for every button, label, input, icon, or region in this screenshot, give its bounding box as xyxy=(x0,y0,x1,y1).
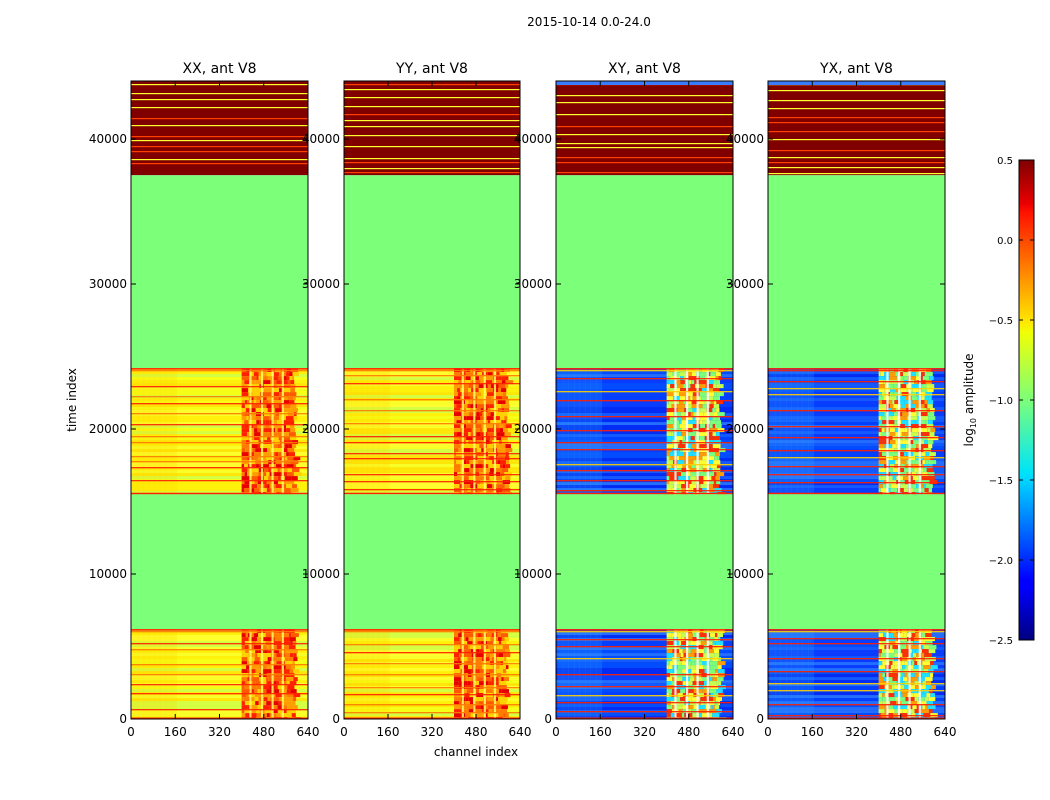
panel-2: XY, ant V8 0 160 320 480 640 0 10000 20000 30000 4… xyxy=(514,61,745,739)
colorbar-label: log10 amplitude xyxy=(962,354,978,447)
heatmap-image xyxy=(344,81,520,719)
heatmap-image xyxy=(768,81,945,719)
x-tick-label: 160 xyxy=(164,725,187,739)
x-tick-label: 320 xyxy=(208,725,231,739)
y-tick-label: 20000 xyxy=(302,422,340,436)
x-tick-label: 480 xyxy=(889,725,912,739)
panel-title: YX, ant V8 xyxy=(819,61,893,77)
x-tick-label: 160 xyxy=(377,725,400,739)
heatmap-image xyxy=(556,81,733,719)
x-tick-label: 480 xyxy=(677,725,700,739)
y-axis-label: time index xyxy=(65,368,79,432)
y-tick-label: 40000 xyxy=(514,132,552,146)
colorbar-tick-label: −1.5 xyxy=(989,476,1013,487)
x-tick-label: 480 xyxy=(465,725,488,739)
x-tick-label: 0 xyxy=(764,725,772,739)
x-tick-label: 320 xyxy=(845,725,868,739)
x-axis-label: channel index xyxy=(434,745,518,759)
colorbar-tick-label: −2.0 xyxy=(989,556,1013,567)
x-tick-label: 0 xyxy=(340,725,348,739)
panel-title: XX, ant V8 xyxy=(183,61,257,77)
x-tick-label: 320 xyxy=(421,725,444,739)
y-tick-label: 0 xyxy=(332,712,340,726)
panel-1: YY, ant V8 0 160 320 480 640 0 10000 20000 30000 4… xyxy=(302,61,532,739)
y-tick-label: 20000 xyxy=(514,422,552,436)
x-tick-label: 640 xyxy=(297,725,320,739)
figure-suptitle: 2015-10-14 0.0-24.0 xyxy=(527,15,651,29)
y-tick-label: 0 xyxy=(756,712,764,726)
y-tick-label: 30000 xyxy=(726,277,764,291)
y-tick-label: 10000 xyxy=(726,567,764,581)
x-tick-label: 640 xyxy=(509,725,532,739)
heatmap-image xyxy=(131,81,308,719)
y-tick-label: 10000 xyxy=(89,567,127,581)
x-tick-label: 160 xyxy=(589,725,612,739)
panel-0: XX, ant V8 0 160 320 480 640 0 10000 20000 30000 4… xyxy=(89,61,320,739)
x-tick-label: 0 xyxy=(127,725,135,739)
x-tick-label: 0 xyxy=(552,725,560,739)
colorbar-tick-label: −2.5 xyxy=(989,636,1013,647)
x-tick-label: 480 xyxy=(252,725,275,739)
x-tick-label: 640 xyxy=(934,725,957,739)
y-tick-label: 20000 xyxy=(726,422,764,436)
colorbar-tick-label: −0.5 xyxy=(989,316,1013,327)
y-tick-label: 30000 xyxy=(514,277,552,291)
y-tick-label: 0 xyxy=(119,712,127,726)
y-tick-label: 0 xyxy=(544,712,552,726)
panel-title: YY, ant V8 xyxy=(395,61,468,77)
x-tick-label: 640 xyxy=(722,725,745,739)
colorbar-tick-label: 0.0 xyxy=(997,236,1013,247)
colorbar-tick-label: −1.0 xyxy=(989,396,1013,407)
y-tick-label: 40000 xyxy=(726,132,764,146)
y-tick-label: 10000 xyxy=(302,567,340,581)
y-tick-label: 40000 xyxy=(89,132,127,146)
x-tick-label: 320 xyxy=(633,725,656,739)
colorbar: 0.5 0.0 −0.5 −1.0 −1.5 −2.0 −2.5 log10 amplitu… xyxy=(962,156,1035,647)
y-tick-label: 30000 xyxy=(302,277,340,291)
colorbar-tick-label: 0.5 xyxy=(997,156,1013,167)
panel-title: XY, ant V8 xyxy=(608,61,681,77)
y-tick-label: 20000 xyxy=(89,422,127,436)
y-tick-label: 30000 xyxy=(89,277,127,291)
x-tick-label: 160 xyxy=(801,725,824,739)
y-tick-label: 40000 xyxy=(302,132,340,146)
panel-3: YX, ant V8 0 160 320 480 640 0 10000 20000 30000 4… xyxy=(726,61,957,739)
y-tick-label: 10000 xyxy=(514,567,552,581)
